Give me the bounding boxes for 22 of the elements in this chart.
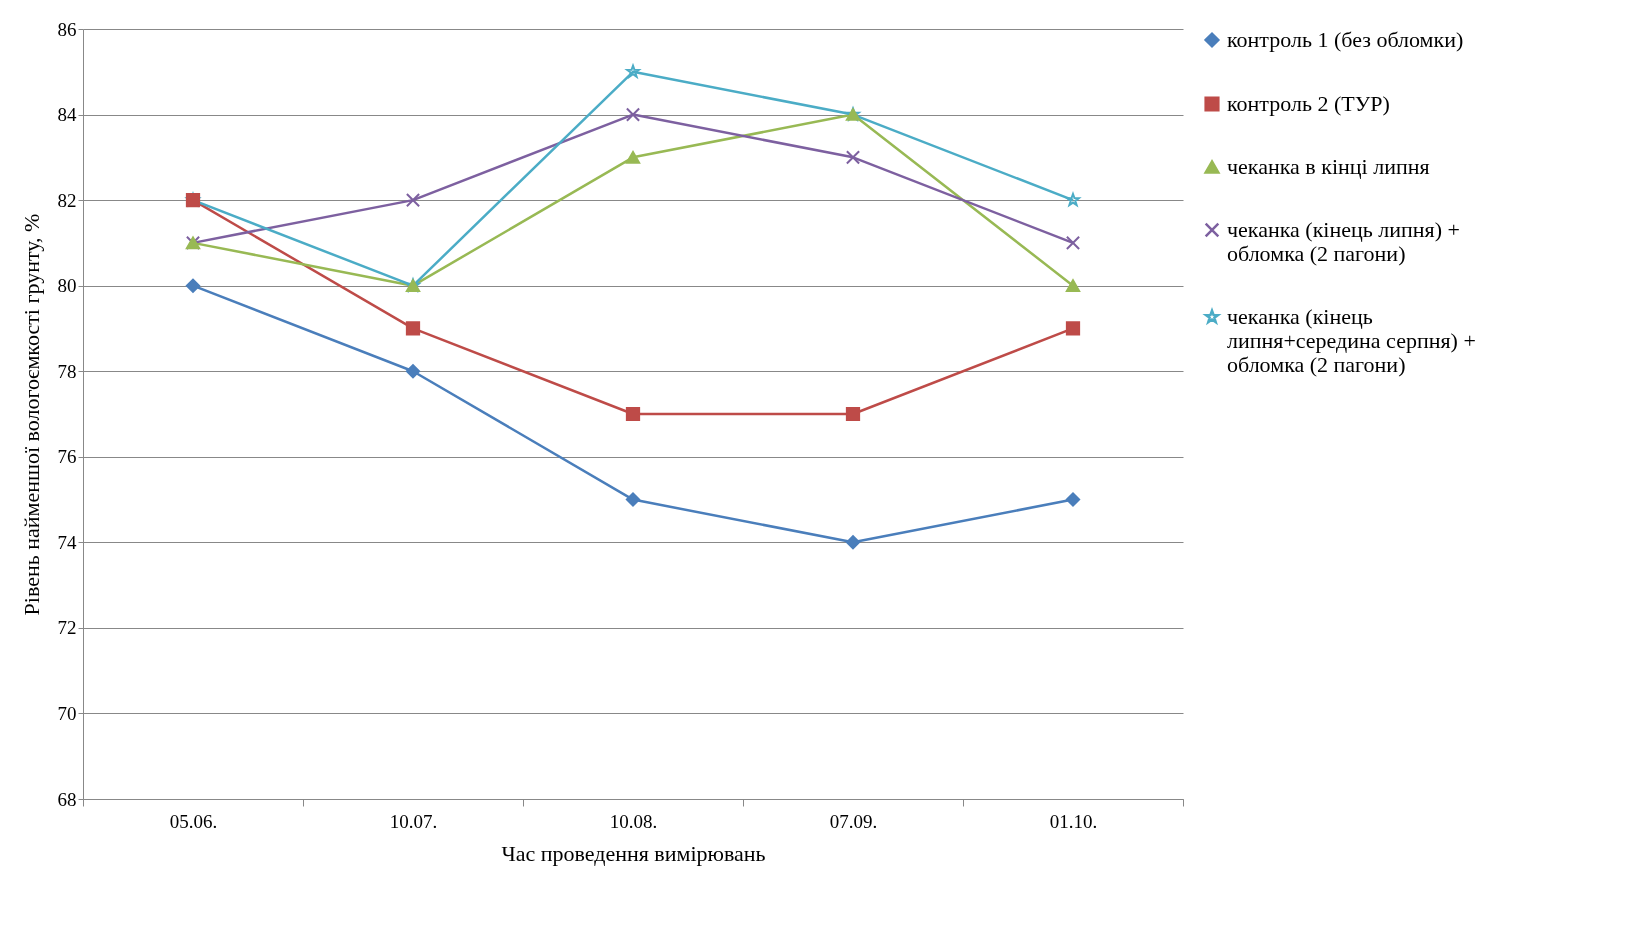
- y-tick-label: 68: [57, 788, 77, 810]
- y-tick-label: 78: [57, 360, 77, 382]
- legend-label: чеканка (кінець липня) + обломка (2 пагони): [1227, 217, 1460, 266]
- y-tick-label: 76: [57, 446, 77, 468]
- y-tick-label: 70: [57, 702, 77, 724]
- y-tick-label: 82: [57, 189, 77, 211]
- y-tick-label: 86: [57, 18, 77, 40]
- y-axis-title: Рівень найменшої вологоємкості грунту, %: [18, 213, 44, 616]
- x-tick-label: 05.06.: [169, 810, 218, 832]
- x-tick-label: 10.07.: [389, 810, 438, 832]
- y-tick-label: 72: [57, 617, 77, 639]
- x-tick-label: 01.10.: [1049, 810, 1098, 832]
- y-tick-label: 74: [57, 531, 77, 553]
- legend-label: контроль 2 (ТУР): [1227, 91, 1390, 116]
- x-axis-title: Час проведення вимірювань: [501, 840, 766, 866]
- y-tick-label: 80: [57, 275, 77, 297]
- x-tick-label: 07.09.: [829, 810, 878, 832]
- legend-label: чеканка в кінці липня: [1227, 154, 1430, 179]
- y-tick-label: 84: [57, 104, 77, 126]
- legend-label: чеканка (кінець липня+середина серпня) + обломка (2 пагони): [1227, 304, 1476, 377]
- legend-label: контроль 1 (без обломки): [1227, 27, 1464, 52]
- x-tick-label: 10.08.: [609, 810, 658, 832]
